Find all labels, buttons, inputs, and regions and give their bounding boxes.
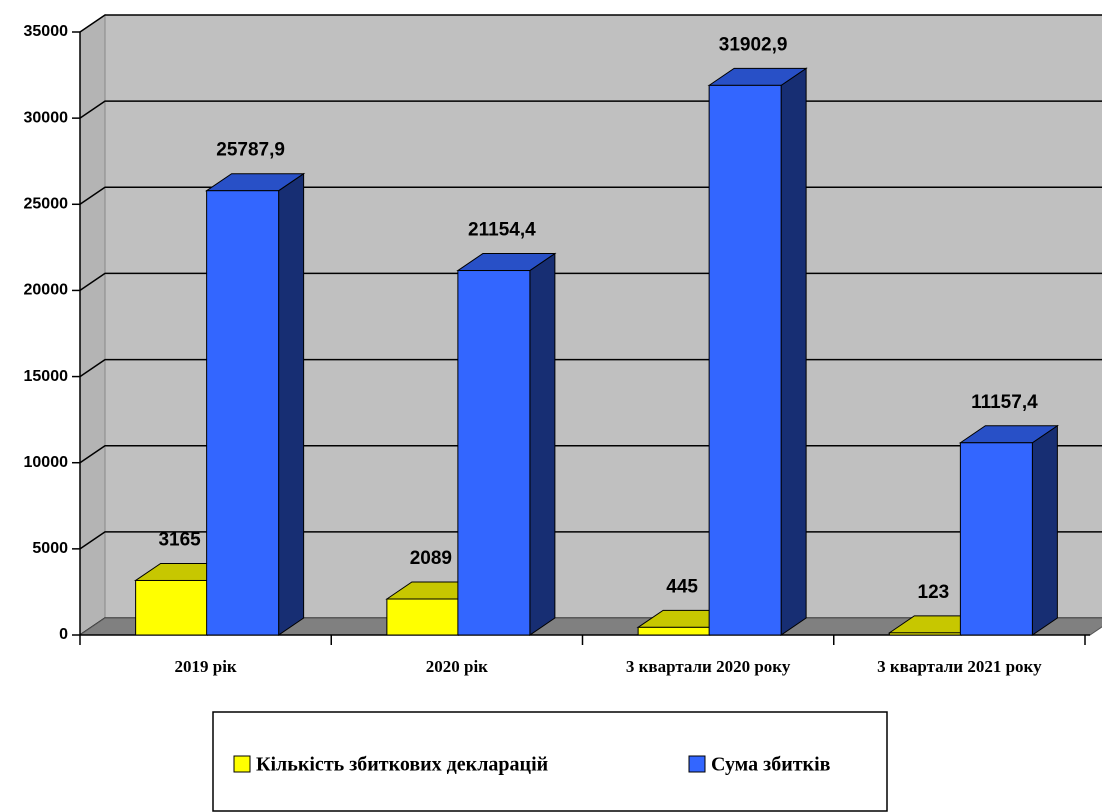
bar bbox=[135, 579, 209, 636]
legend-swatch bbox=[233, 755, 251, 773]
value-label: 31902,9 bbox=[719, 34, 788, 55]
y-tick-label: 20000 bbox=[24, 282, 69, 299]
bar-side bbox=[529, 252, 556, 636]
grid-line bbox=[79, 14, 1102, 33]
value-label: 11157,4 bbox=[971, 392, 1038, 413]
bar-side bbox=[780, 67, 807, 636]
legend-label: Кількість збиткових декларацій bbox=[256, 754, 548, 776]
bar bbox=[457, 270, 531, 636]
x-tick-label: 3 квартали 2020 року bbox=[626, 657, 791, 676]
value-label: 21154,4 bbox=[468, 220, 536, 241]
bar bbox=[206, 190, 280, 636]
x-tick-label: 2019 рік bbox=[175, 657, 237, 676]
bar-side bbox=[1031, 424, 1058, 636]
y-tick-label: 25000 bbox=[24, 196, 69, 213]
value-label: 25787,9 bbox=[216, 140, 285, 161]
value-label: 445 bbox=[666, 576, 698, 597]
value-label: 2089 bbox=[410, 548, 452, 569]
bar-side bbox=[278, 172, 305, 636]
y-tick-label: 30000 bbox=[24, 109, 69, 126]
y-tick-label: 5000 bbox=[32, 540, 68, 557]
bar bbox=[959, 442, 1033, 636]
bar bbox=[888, 632, 962, 636]
legend bbox=[212, 711, 888, 812]
y-tick-label: 35000 bbox=[24, 23, 69, 40]
bar bbox=[637, 626, 711, 636]
legend-swatch bbox=[688, 755, 706, 773]
value-label: 3165 bbox=[158, 529, 201, 550]
x-tick-label: 3 квартали 2021 року bbox=[877, 657, 1042, 676]
side-wall bbox=[79, 14, 106, 636]
bar bbox=[386, 598, 460, 636]
y-tick-label: 10000 bbox=[24, 454, 69, 471]
y-tick-label: 0 bbox=[59, 626, 68, 643]
legend-label: Сума збитків bbox=[711, 754, 831, 776]
y-tick-label: 15000 bbox=[24, 368, 69, 385]
value-label: 123 bbox=[918, 582, 950, 603]
x-tick-label: 2020 рік bbox=[426, 657, 488, 676]
bar bbox=[708, 84, 782, 636]
